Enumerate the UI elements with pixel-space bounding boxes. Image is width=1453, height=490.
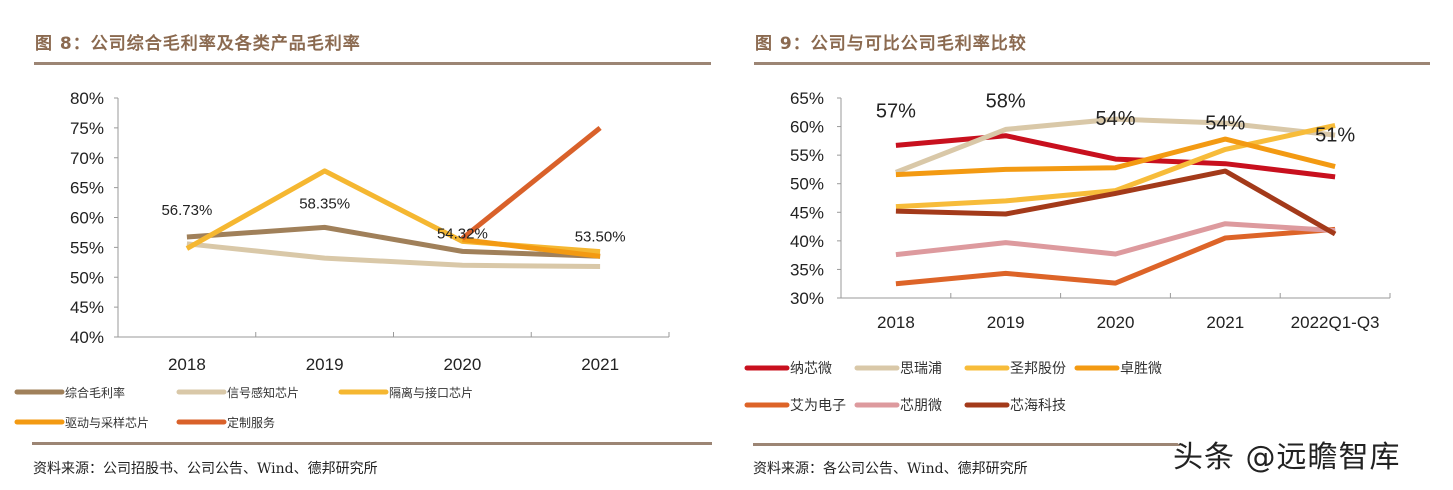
x-tick-label: 2018	[877, 313, 915, 332]
y-tick-label: 55%	[70, 238, 104, 257]
legend-label: 艾为电子	[790, 398, 846, 414]
legend-label: 思瑞浦	[900, 361, 942, 377]
data-label: 54%	[1205, 112, 1245, 134]
x-tick-label: 2020	[1097, 313, 1135, 332]
legend-label: 隔离与接口芯片	[389, 385, 473, 400]
series-line	[895, 122, 1336, 210]
series-line	[895, 133, 1336, 180]
x-tick-label: 2019	[987, 313, 1025, 332]
figure-8-title: 图 8：公司综合毛利率及各类产品毛利率	[35, 34, 361, 54]
x-tick-label: 2020	[443, 355, 481, 374]
y-tick-label: 75%	[70, 119, 104, 138]
x-tick-label: 2022Q1-Q3	[1291, 313, 1380, 332]
figure-9-bottom-rule	[753, 443, 1183, 446]
y-tick-label: 60%	[790, 118, 824, 137]
figure-9-panel: 图 9：公司与可比公司毛利率比较 30% 35% 40% 45% 50% 55% 60% 65…	[720, 0, 1453, 490]
data-label: 54.32%	[437, 225, 488, 242]
data-label: 54%	[1095, 108, 1135, 130]
legend-label: 卓胜微	[1120, 361, 1162, 377]
series-line	[895, 136, 1336, 178]
y-tick-label: 35%	[790, 260, 824, 279]
x-tick-label: 2021	[581, 355, 619, 374]
y-tick-label: 40%	[790, 232, 824, 251]
legend-label: 定制服务	[227, 415, 275, 430]
y-tick-label: 45%	[70, 298, 104, 317]
legend-label: 芯朋微	[900, 398, 942, 414]
data-label: 58%	[986, 91, 1026, 113]
y-tick-label: 55%	[790, 146, 824, 165]
series-line	[462, 237, 601, 259]
y-tick-label: 40%	[70, 328, 104, 347]
y-tick-label: 70%	[70, 149, 104, 168]
legend-label: 芯海科技	[1010, 398, 1066, 414]
data-label: 58.35%	[299, 196, 350, 213]
legend-label: 信号感知芯片	[227, 385, 299, 400]
y-tick-label: 45%	[790, 203, 824, 222]
y-tick-label: 65%	[70, 179, 104, 198]
figure-8-source: 资料来源：公司招股书、公司公告、Wind、德邦研究所	[33, 461, 378, 477]
y-tick-label: 50%	[790, 175, 824, 194]
series-line	[460, 125, 602, 241]
series-line	[895, 226, 1336, 287]
figure-9-chart: 30% 35% 40% 45% 50% 55% 60% 65% 2018 2019 2020 2021…	[744, 89, 1391, 414]
legend-label: 驱动与采样芯片	[65, 415, 149, 430]
legend-label: 综合毛利率	[65, 385, 125, 400]
series-line	[186, 224, 601, 259]
figure-8-chart: 40% 45% 50% 55% 60% 65% 70% 75% 80% 2018 2019 2020 2…	[14, 89, 670, 430]
series-line	[894, 116, 1336, 175]
x-tick-label: 2018	[168, 355, 206, 374]
figure-8-bottom-rule	[32, 442, 712, 445]
data-label: 56.73%	[161, 202, 212, 219]
figure-9-source: 资料来源：各公司公告、Wind、德邦研究所	[753, 461, 1028, 477]
y-tick-label: 80%	[70, 89, 104, 108]
data-label: 57%	[876, 100, 916, 122]
figure-8-top-rule	[34, 62, 711, 65]
watermark: 头条 @远瞻智库	[1173, 440, 1401, 475]
x-tick-label: 2019	[306, 355, 344, 374]
data-label: 51%	[1315, 124, 1355, 146]
y-tick-label: 50%	[70, 268, 104, 287]
series-line	[895, 221, 1336, 258]
y-tick-label: 30%	[790, 289, 824, 308]
legend-label: 纳芯微	[790, 361, 832, 377]
figure-8-panel: 图 8：公司综合毛利率及各类产品毛利率 40% 45% 50% 55% 60% 65% 70…	[0, 0, 720, 490]
y-tick-label: 60%	[70, 209, 104, 228]
legend-label: 圣邦股份	[1010, 361, 1066, 377]
data-label: 53.50%	[575, 228, 626, 245]
figure-9-top-rule	[754, 62, 1430, 65]
series-line	[895, 168, 1337, 237]
figure-9-title: 图 9：公司与可比公司毛利率比较	[755, 34, 1027, 54]
series-line	[186, 241, 601, 269]
x-tick-label: 2021	[1206, 313, 1244, 332]
y-tick-label: 65%	[790, 89, 824, 108]
